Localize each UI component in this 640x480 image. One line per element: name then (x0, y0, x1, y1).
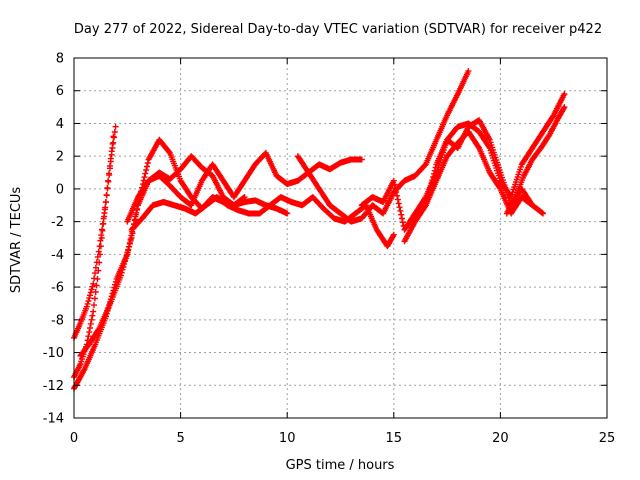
y-tick-label: -14 (43, 412, 64, 427)
x-tick-label: 0 (70, 431, 78, 446)
axis-ticks: -14 -12 -10 -8 -6 -4 -2 0 2 4 6 8 0 5 10 15 20 25 (43, 52, 616, 447)
y-axis-label: SDTVAR / TECUs (9, 187, 24, 294)
series-arc9 (401, 128, 546, 245)
y-tick-label: 2 (56, 150, 64, 165)
y-tick-label: 4 (56, 117, 64, 132)
x-tick-label: 5 (176, 431, 184, 446)
x-tick-label: 20 (492, 431, 509, 446)
y-tick-label: 8 (56, 52, 64, 67)
plot-border (73, 57, 608, 419)
x-tick-label: 15 (386, 431, 403, 446)
x-tick-label: 10 (279, 431, 296, 446)
y-tick-label: -6 (51, 281, 64, 296)
series-arc11 (503, 104, 568, 217)
y-tick-label: 6 (56, 84, 64, 99)
y-tick-label: 0 (56, 182, 64, 197)
series-points-arc9 (401, 128, 546, 245)
y-tick-label: -10 (43, 346, 64, 361)
series-points-arc11 (503, 104, 568, 217)
series-arc7 (294, 68, 472, 225)
y-tick-label: -2 (51, 215, 64, 230)
series-points-arc10 (422, 91, 568, 209)
y-tick-label: -12 (43, 379, 64, 394)
y-tick-label: -4 (51, 248, 64, 263)
series-points-arc7 (294, 68, 472, 225)
series-arc10 (422, 91, 568, 209)
series-points-arc6 (128, 194, 397, 250)
x-tick-label: 25 (599, 431, 616, 446)
series-arc6 (128, 194, 397, 250)
y-tick-label: -8 (51, 313, 64, 328)
x-axis-label: GPS time / hours (286, 458, 395, 473)
chart-title: Day 277 of 2022, Sidereal Day-to-day VTE… (74, 22, 602, 37)
